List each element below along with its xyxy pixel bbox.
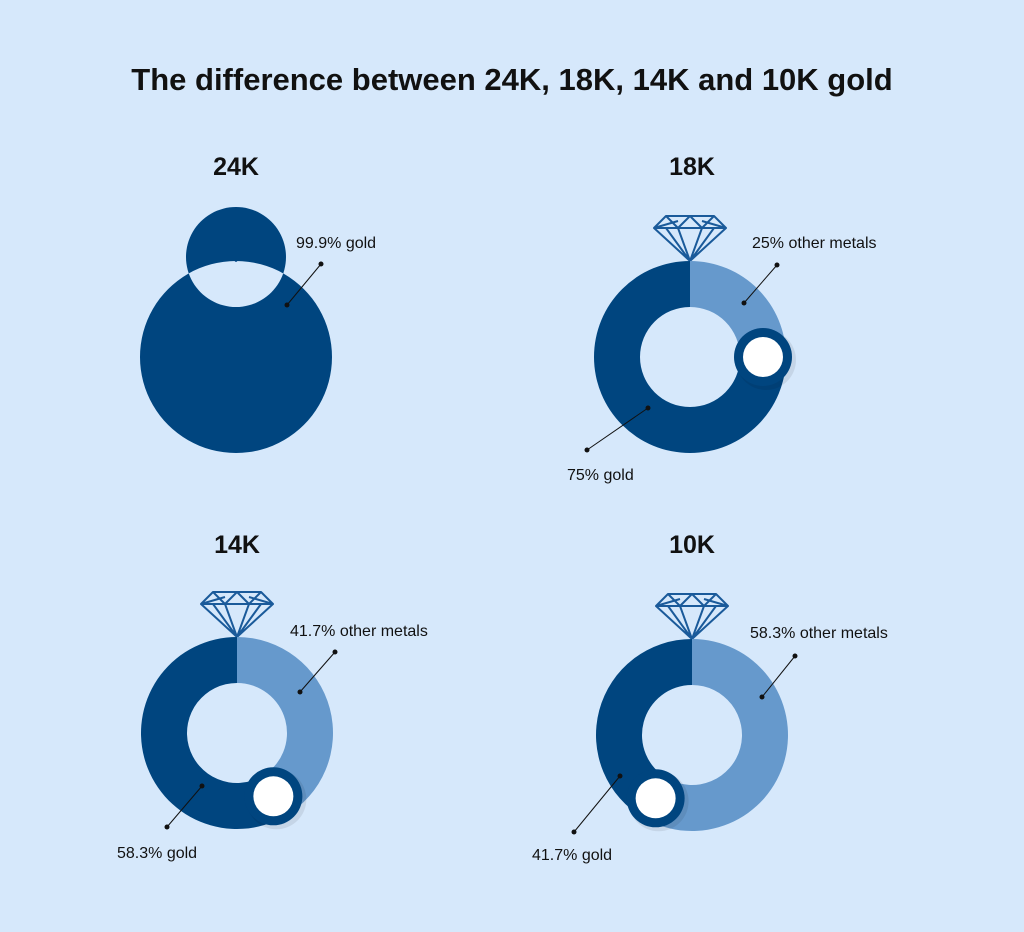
data-label: 25% other metals [752, 235, 877, 252]
leader-dot [318, 261, 324, 267]
segment-gold [596, 639, 692, 819]
leader-dot [297, 689, 303, 695]
leader-dot [199, 783, 205, 789]
leader-dot [645, 405, 651, 411]
leader-dot [617, 773, 623, 779]
leader-dot [164, 824, 170, 830]
leader-dot [332, 649, 338, 655]
ring-knob-center [743, 337, 783, 377]
segment-gold [594, 261, 786, 453]
ring-chart-24k: 24K 99.9% gold [139, 153, 376, 453]
chart-title: 24K [213, 153, 259, 181]
ring-knob-center [253, 776, 294, 817]
segment-gold [139, 206, 332, 453]
leader-dot [571, 829, 577, 835]
diamond-icon [200, 591, 274, 638]
leader-line [286, 263, 322, 306]
leader-dot [584, 447, 590, 453]
segment-gold [140, 637, 285, 830]
leader-line [573, 775, 621, 833]
data-label: 75% gold [567, 467, 634, 484]
leader-dot [792, 653, 798, 659]
leader-dot [284, 302, 290, 308]
ring-chart-18k: 18K 25% other metals 75% gold [567, 153, 877, 484]
diamond-icon [655, 593, 729, 640]
leader-dot [774, 262, 780, 268]
segment-other-metals [644, 639, 788, 831]
chart-title: 14K [214, 531, 260, 559]
ring-knob-center [635, 778, 676, 819]
data-label: 58.3% other metals [750, 625, 888, 642]
chart-title: 18K [669, 153, 715, 181]
data-label: 58.3% gold [117, 845, 197, 862]
ring-chart-14k: 14K 41.7% other metals 58.3% gold [117, 531, 428, 862]
chart-title: 10K [669, 531, 715, 559]
data-label: 41.7% other metals [290, 623, 428, 640]
leader-dot [741, 300, 747, 306]
leader-line [299, 651, 336, 693]
data-label: 41.7% gold [532, 847, 612, 864]
leader-line [743, 264, 778, 304]
leader-line [586, 407, 649, 451]
page-title: The difference between 24K, 18K, 14K and… [131, 62, 893, 97]
ring-chart-10k: 10K 58.3% other metals 41.7% gold [532, 531, 888, 864]
data-label: 99.9% gold [296, 235, 376, 252]
leader-line [761, 655, 796, 698]
leader-line [166, 785, 203, 828]
diamond-icon [653, 215, 727, 262]
leader-dot [759, 694, 765, 700]
